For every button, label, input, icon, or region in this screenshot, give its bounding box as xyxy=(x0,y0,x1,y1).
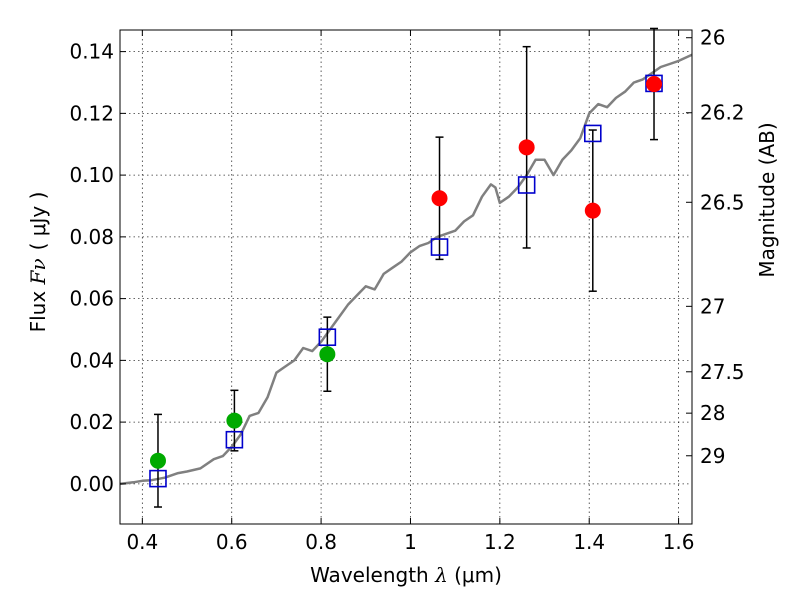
x-tick-label: 1 xyxy=(404,530,417,554)
observed-red-marker xyxy=(646,76,663,93)
axis-ticks: 0.4 0.6 0.8 1 1.2 1.4 1.6 0.00 0.02 0.04 0.06 0.08 0… xyxy=(69,26,744,554)
mag-tick-label: 26.2 xyxy=(700,101,745,125)
data-points xyxy=(149,27,663,508)
y-tick-label: 0.12 xyxy=(69,101,114,125)
x-tick-label: 0.6 xyxy=(216,530,248,554)
model-square-marker xyxy=(583,124,602,143)
mag-tick-label: 26.5 xyxy=(700,190,745,214)
x-tick-label: 0.8 xyxy=(305,530,337,554)
plot-frame xyxy=(119,29,693,525)
y-tick-label: 0.10 xyxy=(69,163,114,187)
grid-lines xyxy=(120,30,692,524)
y-tick-label: 0.04 xyxy=(69,348,114,372)
y-tick-label: 0.06 xyxy=(69,287,114,311)
mag-tick-label: 27 xyxy=(700,294,725,318)
spectrum-line xyxy=(119,53,693,486)
observed-green-marker xyxy=(319,346,336,363)
magnitude-axis-label: Magnitude (AB) xyxy=(755,122,779,277)
x-axis-label: Wavelength λ (μm) xyxy=(310,563,502,587)
model-square-marker xyxy=(517,176,536,194)
observed-red-marker xyxy=(518,139,535,156)
x-tick-label: 1.6 xyxy=(663,530,695,554)
observed-red-marker xyxy=(431,190,448,207)
model-square-marker xyxy=(318,328,337,347)
observed-red-marker xyxy=(584,202,601,219)
model-square-marker xyxy=(225,430,244,449)
y-tick-label: 0.02 xyxy=(69,410,114,434)
mag-tick-label: 29 xyxy=(700,444,725,468)
observed-green-marker xyxy=(226,412,243,429)
model-square-marker xyxy=(149,469,167,488)
model-square-marker xyxy=(430,238,449,256)
mag-tick-label: 26 xyxy=(700,26,725,50)
x-tick-label: 0.4 xyxy=(126,530,158,554)
model-spectrum xyxy=(119,53,693,486)
y-tick-label: 0.08 xyxy=(69,225,114,249)
y-tick-label: 0.00 xyxy=(69,472,114,496)
x-tick-label: 1.4 xyxy=(573,530,605,554)
mag-tick-label: 27.5 xyxy=(700,360,745,384)
y-tick-label: 0.14 xyxy=(69,40,114,64)
mag-tick-label: 28 xyxy=(700,401,725,425)
x-tick-label: 1.2 xyxy=(484,530,516,554)
observed-green-marker xyxy=(149,452,166,469)
y-axis-label: Flux Fν( μJy ) xyxy=(26,192,50,333)
